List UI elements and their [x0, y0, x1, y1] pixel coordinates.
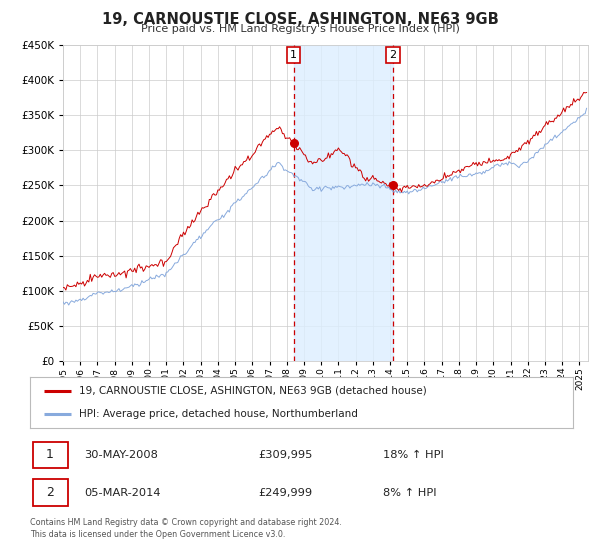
- Text: 8% ↑ HPI: 8% ↑ HPI: [383, 488, 437, 498]
- Text: Price paid vs. HM Land Registry's House Price Index (HPI): Price paid vs. HM Land Registry's House …: [140, 24, 460, 34]
- Text: 05-MAR-2014: 05-MAR-2014: [85, 488, 161, 498]
- FancyBboxPatch shape: [33, 442, 68, 468]
- Text: 1: 1: [290, 50, 298, 60]
- FancyBboxPatch shape: [33, 479, 68, 506]
- Text: 1: 1: [46, 449, 54, 461]
- Text: 18% ↑ HPI: 18% ↑ HPI: [383, 450, 444, 460]
- Bar: [294, 45, 393, 361]
- Text: £309,995: £309,995: [258, 450, 313, 460]
- Text: 30-MAY-2008: 30-MAY-2008: [85, 450, 158, 460]
- Text: 19, CARNOUSTIE CLOSE, ASHINGTON, NE63 9GB: 19, CARNOUSTIE CLOSE, ASHINGTON, NE63 9G…: [101, 12, 499, 27]
- Text: 2: 2: [46, 486, 54, 500]
- Text: £249,999: £249,999: [258, 488, 312, 498]
- Text: 19, CARNOUSTIE CLOSE, ASHINGTON, NE63 9GB (detached house): 19, CARNOUSTIE CLOSE, ASHINGTON, NE63 9G…: [79, 386, 427, 396]
- Text: Contains HM Land Registry data © Crown copyright and database right 2024.
This d: Contains HM Land Registry data © Crown c…: [30, 518, 342, 539]
- Text: HPI: Average price, detached house, Northumberland: HPI: Average price, detached house, Nort…: [79, 409, 358, 419]
- Text: 2: 2: [389, 50, 397, 60]
